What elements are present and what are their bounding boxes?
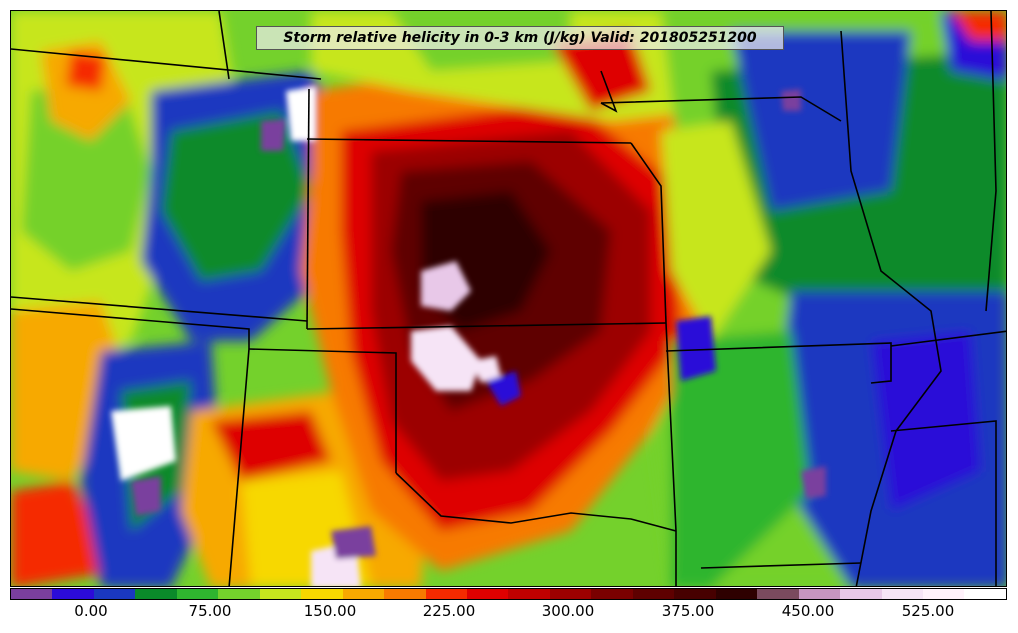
border-ok-south — [395, 472, 677, 532]
colorbar-tick-label: 75.00 — [188, 602, 232, 620]
border-ar-south — [700, 562, 862, 569]
border-ne-north — [306, 138, 632, 144]
colorbar-segment — [259, 589, 302, 599]
peak-blob-3 — [471, 356, 501, 383]
colorbar-segment — [798, 589, 841, 599]
colorbar-segment — [342, 589, 385, 599]
peak-blob-2 — [421, 261, 471, 311]
colorbar-segment — [218, 589, 260, 599]
east-purple-dot2 — [781, 89, 801, 111]
border-tn-north — [890, 330, 1006, 347]
border-il-east — [985, 11, 997, 312]
southwest-red — [11, 481, 121, 586]
border-co-south — [11, 296, 308, 322]
border-ks-north — [306, 322, 667, 330]
colorbar-tick-label: 150.00 — [303, 602, 357, 620]
colorbar-segment — [591, 589, 633, 599]
colorbar-segment — [964, 589, 1006, 599]
colorbar-segment — [176, 589, 219, 599]
blue-swirl — [486, 371, 521, 406]
colorbar-segment — [384, 589, 426, 599]
west-orange-band — [41, 41, 131, 141]
colorbar-tick-label: 450.00 — [781, 602, 835, 620]
colorbar-segment — [549, 589, 592, 599]
southwest-white-1 — [111, 406, 176, 481]
colorbar-segment — [301, 589, 343, 599]
south-plains-red — [211, 411, 331, 481]
highlight-blobs — [111, 86, 826, 586]
colorbar-tick-labels: 0.00 75.00 150.00 225.00 300.00 375.00 450.00 5… — [0, 602, 1018, 626]
colorbar-tick-label: 225.00 — [422, 602, 476, 620]
colorbar-segment — [922, 589, 965, 599]
border-mo-north — [600, 96, 842, 122]
colorbar-segment — [840, 589, 882, 599]
east-purple-dot — [801, 466, 826, 499]
border-ne-west — [306, 88, 310, 330]
west-green-band — [21, 81, 151, 271]
colorbar-segment — [466, 589, 509, 599]
colorbar-segment — [425, 589, 467, 599]
border-ok-east — [665, 322, 677, 586]
map-frame: Storm relative helicity in 0-3 km (J/kg)… — [10, 10, 1007, 587]
east-yellow-tongue — [661, 121, 771, 341]
rockies-green-inner — [161, 111, 311, 281]
state-borders — [11, 11, 1006, 586]
colorbar-tick-label: 0.00 — [74, 602, 108, 620]
border-ia-west — [600, 70, 618, 113]
border-ks-east — [630, 142, 667, 324]
colorbar-segment — [881, 589, 923, 599]
south-purple-2 — [331, 526, 376, 559]
northwest-white-1 — [286, 86, 316, 141]
colorbar-segment — [715, 589, 758, 599]
border-mo-south — [665, 342, 892, 384]
colorbar-tick-label: 300.00 — [541, 602, 595, 620]
southwest-purple-1 — [131, 476, 161, 516]
east-blue-deep — [871, 331, 981, 511]
colorbar-segment — [757, 589, 799, 599]
colorbar-tick-label: 375.00 — [661, 602, 715, 620]
border-wy-east — [218, 11, 230, 80]
colorbar-tick-label: 525.00 — [901, 602, 955, 620]
colorbar — [10, 588, 1007, 600]
helicity-field — [11, 11, 1006, 586]
map-title: Storm relative helicity in 0-3 km (J/kg)… — [256, 26, 784, 50]
colorbar-segment — [674, 589, 716, 599]
border-wy-line — [11, 48, 322, 80]
colorbar-segment — [93, 589, 136, 599]
border-nm-east — [228, 348, 250, 586]
colorbar-segment — [52, 589, 94, 599]
colorbar-segment — [508, 589, 550, 599]
east-blue-ring — [676, 316, 716, 381]
west-red-spots — [66, 51, 106, 91]
border-ms-east — [890, 420, 997, 586]
east-blue-north — [731, 31, 911, 211]
colorbar-segment — [632, 589, 675, 599]
northwest-purple-1 — [261, 119, 286, 151]
border-co-ut — [11, 308, 250, 349]
colorbar-segment — [135, 589, 177, 599]
helicity-map — [11, 11, 1006, 586]
border-panhandle — [248, 348, 397, 473]
peak-blob-1 — [411, 326, 481, 391]
east-green-band — [671, 331, 811, 586]
colorbar-segment — [11, 589, 53, 599]
